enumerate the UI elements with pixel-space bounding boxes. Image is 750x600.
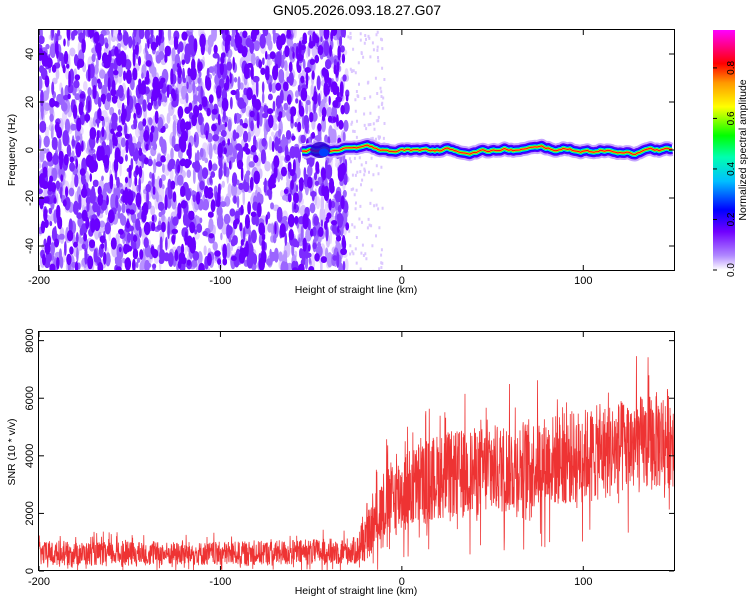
- spectrogram-frame: [38, 29, 675, 271]
- snr-ytick-label: 8000: [24, 328, 36, 352]
- snr-ytick-label: 4000: [24, 444, 36, 468]
- spectrogram-ytick-label: -20: [24, 190, 36, 206]
- colorbar-tick-label: 0.4: [726, 162, 737, 176]
- snr-frame: [38, 331, 675, 571]
- snr-xtick-label: -100: [209, 576, 231, 588]
- snr-ytick-label: 6000: [24, 386, 36, 410]
- colorbar: 0.0 0.2 0.4 0.6 0.8 Normalized spectral ampl…: [713, 30, 749, 277]
- spectrogram-ytick-label: -40: [24, 238, 36, 254]
- snr-xtick-label: 100: [574, 576, 592, 588]
- spectrogram-xlabel: Height of straight line (km): [295, 284, 418, 296]
- spectrogram-onset-core: [318, 148, 329, 157]
- snr-xtick-label: 0: [399, 576, 405, 588]
- snr-ytick-label: 2000: [24, 501, 36, 525]
- colorbar-tick-label: 0.0: [726, 263, 737, 277]
- colorbar-ticks: 0.0 0.2 0.4 0.6 0.8: [713, 61, 737, 277]
- snr-series-line: [39, 356, 674, 571]
- spectrogram-xtick-label: 100: [574, 275, 592, 287]
- colorbar-tick-label: 0.2: [726, 212, 737, 226]
- spectrogram-xtick-label: 0: [399, 275, 405, 287]
- spectrogram-noise-cell: [39, 30, 350, 270]
- spectrogram-xtick-label: -200: [28, 275, 50, 287]
- spectrogram-marks: [39, 30, 674, 270]
- spectrogram-xtick-label: -100: [209, 275, 231, 287]
- colorbar-tick-label: 0.8: [726, 61, 737, 75]
- colorbar-gradient: [713, 30, 735, 270]
- snr-ylabel: SNR (10 * v/v): [6, 418, 18, 485]
- snr-ytick-label: 0: [24, 568, 36, 574]
- spectrogram-noise-cell: [39, 30, 350, 270]
- colorbar-label: Normalized spectral amplitude: [737, 79, 749, 220]
- spectrogram-ylabel: Frequency (Hz): [6, 114, 18, 186]
- spectrogram-ytick-label: 40: [24, 48, 36, 60]
- snr-xlabel: Height of straight line (km): [295, 585, 418, 597]
- spectrogram-ytick-label: 0: [24, 147, 36, 153]
- spectrogram-ytick-label: 20: [24, 96, 36, 108]
- spectrogram-carrier-band: [302, 144, 673, 156]
- colorbar-tick-label: 0.6: [726, 111, 737, 125]
- snr-xtick-label: -200: [28, 576, 50, 588]
- figure-title: GN05.2026.093.18.27.G07: [273, 2, 441, 18]
- spectrogram-transition-specks: [347, 30, 386, 270]
